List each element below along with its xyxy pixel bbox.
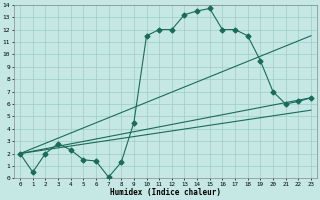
X-axis label: Humidex (Indice chaleur): Humidex (Indice chaleur) xyxy=(110,188,221,197)
